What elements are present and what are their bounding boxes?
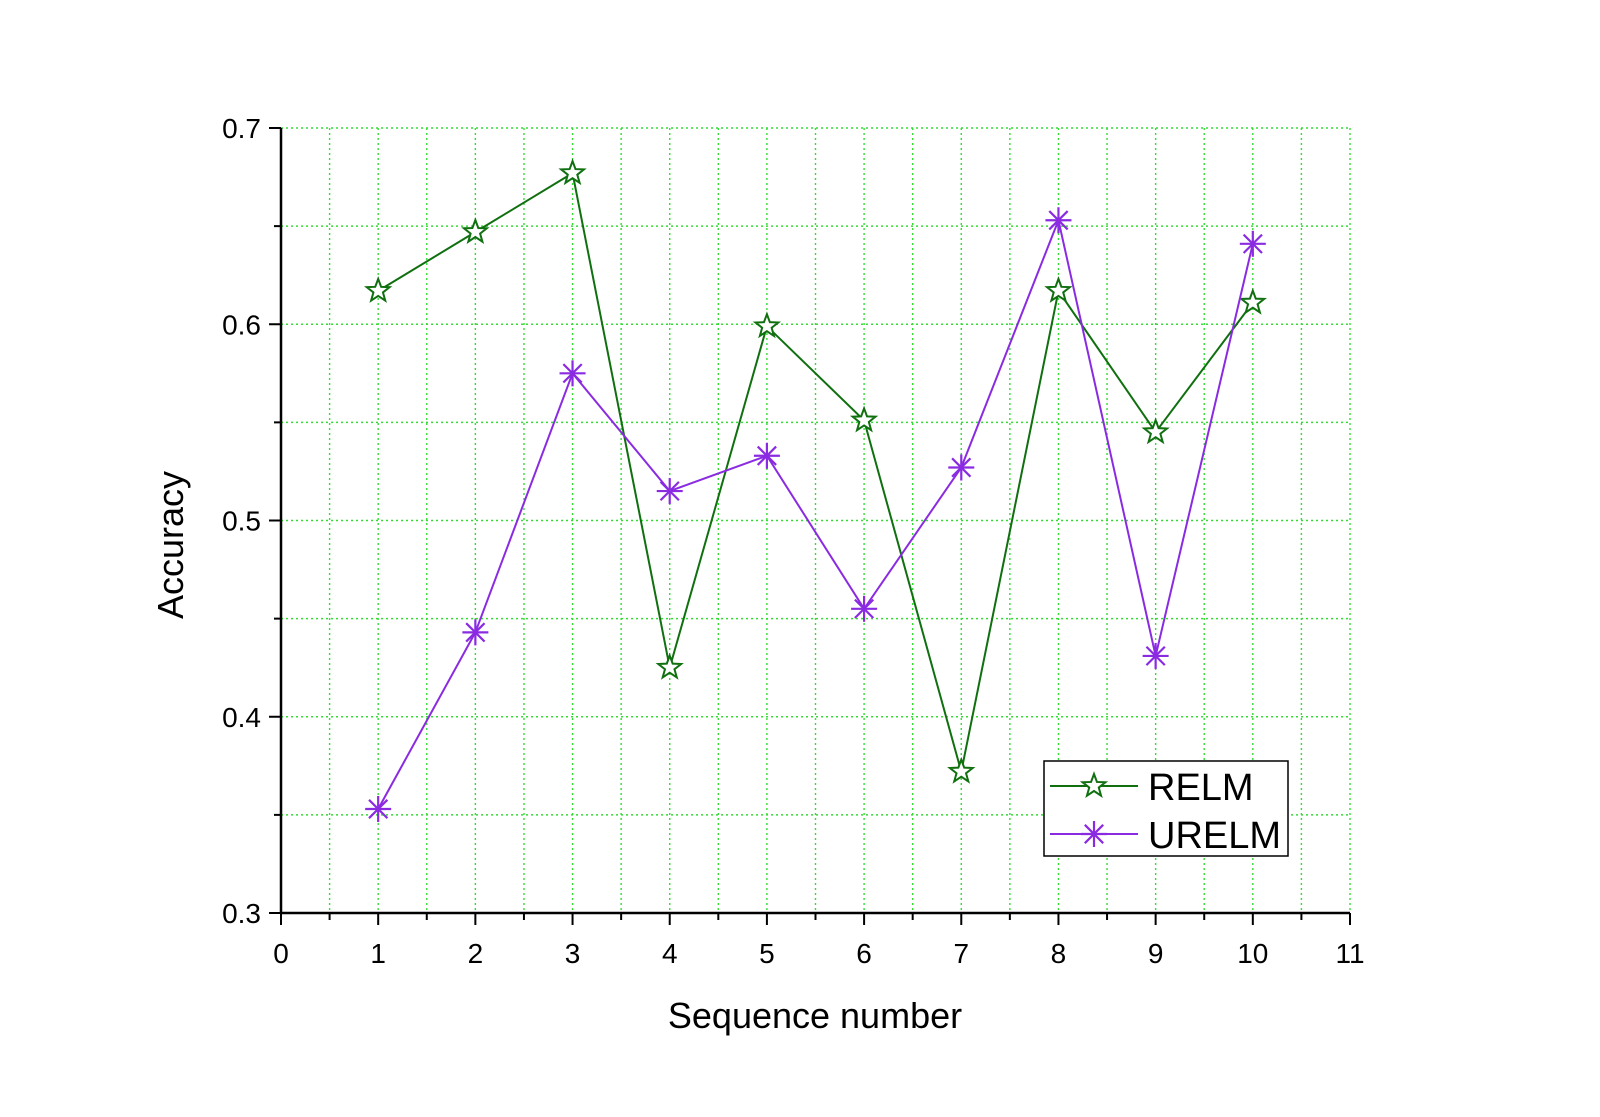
data-point-urelm	[656, 478, 683, 505]
data-point-relm	[558, 158, 587, 186]
data-point-urelm	[1142, 642, 1169, 669]
legend: RELM URELM	[1043, 760, 1289, 857]
data-point-relm	[752, 311, 782, 339]
data-point-relm	[655, 652, 684, 680]
x-tick-label: 6	[856, 938, 872, 969]
series-line-relm	[377, 171, 1254, 772]
legend-item-relm: RELM	[1050, 767, 1254, 809]
x-tick-label: 4	[662, 938, 678, 969]
x-tick-label: 2	[468, 938, 484, 969]
data-point-urelm	[753, 442, 780, 469]
x-tick-label: 11	[1335, 938, 1364, 969]
series-relm	[364, 158, 1267, 784]
legend-label: URELM	[1148, 815, 1281, 857]
series-line-urelm	[377, 216, 1254, 810]
y-tick-label: 0.4	[222, 702, 261, 733]
x-tick-label: 1	[370, 938, 386, 969]
x-tick-label: 3	[565, 938, 581, 969]
data-point-relm	[1238, 287, 1267, 315]
x-tick-label: 10	[1237, 938, 1268, 969]
legend-box	[1043, 760, 1289, 857]
legend-item-urelm: URELM	[1050, 815, 1281, 857]
data-point-urelm	[365, 795, 392, 822]
data-point-urelm	[462, 619, 489, 646]
data-point-relm	[849, 405, 879, 433]
y-tick-label: 0.3	[222, 898, 261, 929]
y-axis-title: Accuracy	[150, 471, 191, 619]
x-axis-ticks: 0 1 2 3 4 5 6 7 8 9 10 11	[273, 913, 1365, 969]
x-tick-label: 8	[1051, 938, 1067, 969]
x-axis-title: Sequence number	[668, 995, 962, 1036]
x-tick-label: 7	[953, 938, 969, 969]
legend-marker	[1081, 821, 1107, 847]
data-point-urelm	[1239, 230, 1266, 257]
series-urelm	[365, 207, 1266, 822]
data-point-urelm	[1045, 207, 1072, 234]
data-point-relm	[1141, 417, 1170, 445]
legend-marker	[1079, 771, 1109, 799]
data-point-relm	[461, 217, 490, 245]
y-axis-ticks: 0.3 0.4 0.5 0.6 0.7	[222, 113, 281, 929]
y-tick-label: 0.5	[222, 506, 261, 537]
data-point-relm	[1044, 276, 1073, 303]
x-tick-label: 0	[273, 938, 289, 969]
x-tick-label: 9	[1148, 938, 1164, 969]
x-tick-label: 5	[759, 938, 775, 969]
data-point-urelm	[559, 360, 586, 387]
data-point-relm	[947, 756, 976, 784]
data-point-urelm	[948, 454, 975, 481]
data-point-urelm	[851, 595, 878, 622]
y-tick-label: 0.7	[222, 113, 261, 144]
y-tick-label: 0.6	[222, 309, 261, 340]
data-point-relm	[364, 276, 393, 303]
series-layer	[364, 158, 1267, 822]
grid-lines	[281, 127, 1351, 913]
legend-label: RELM	[1148, 767, 1254, 809]
